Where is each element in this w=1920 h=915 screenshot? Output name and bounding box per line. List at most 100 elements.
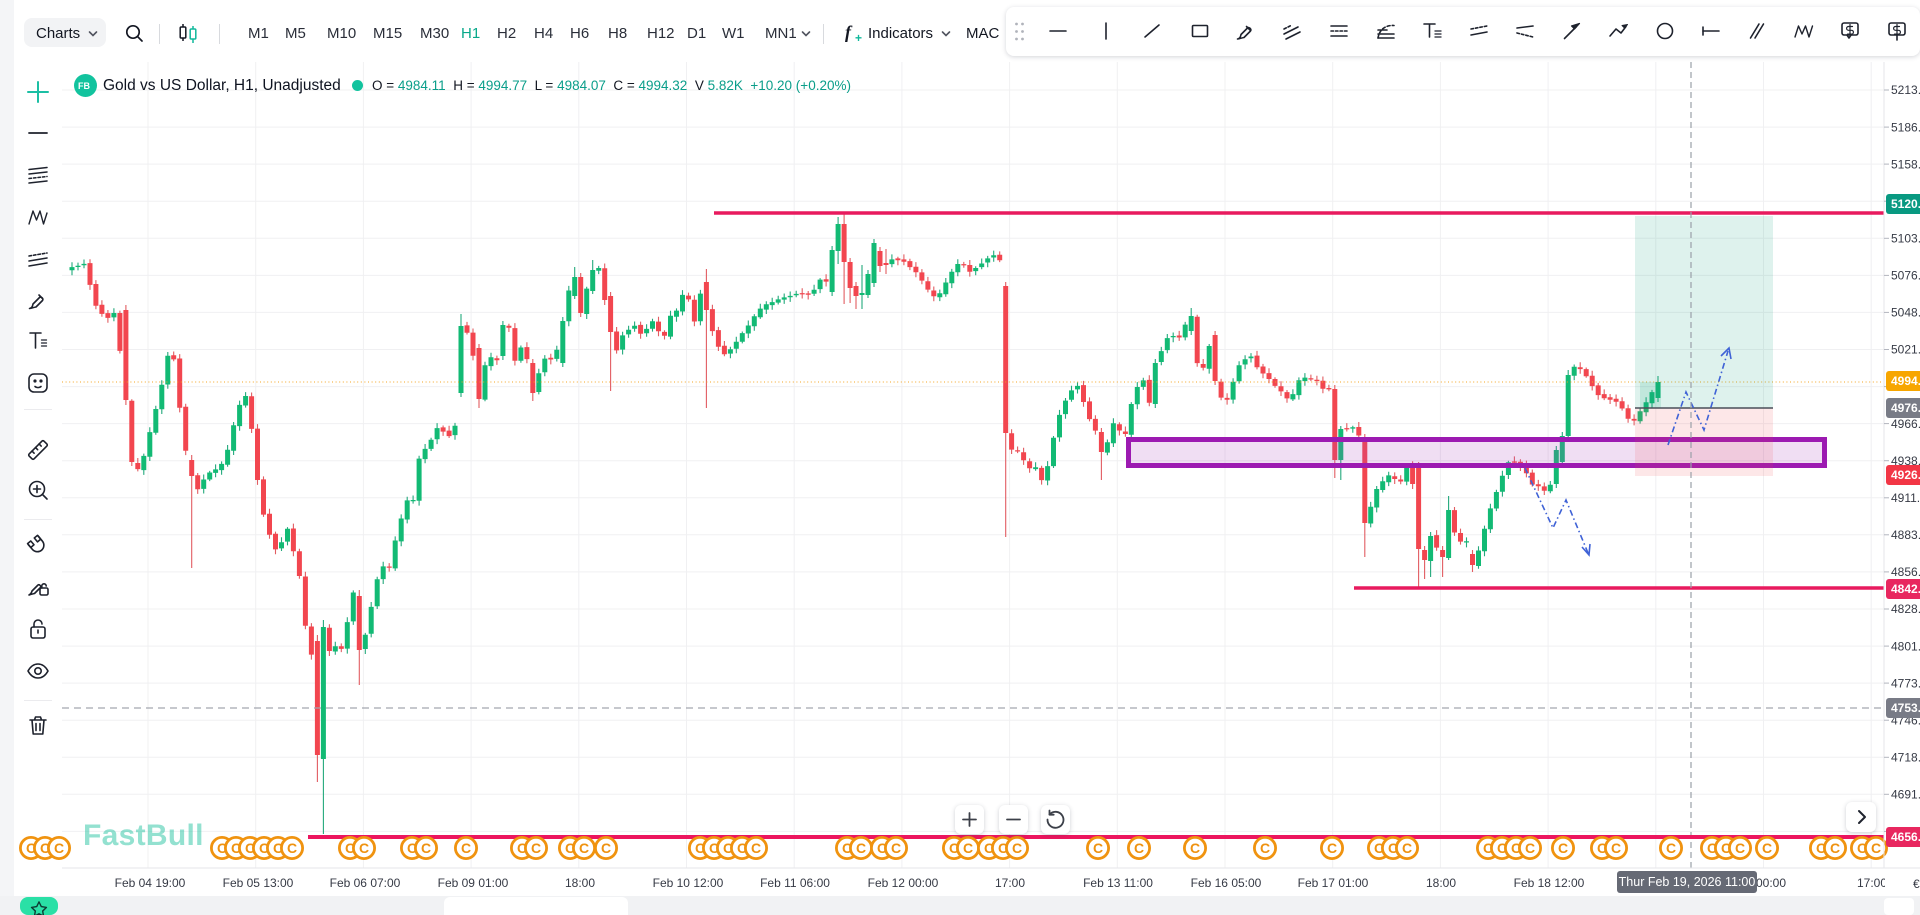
svg-text:00:00: 00:00 <box>1756 876 1786 890</box>
svg-text:Feb 10 12:00: Feb 10 12:00 <box>653 876 724 890</box>
svg-text:C: C <box>245 840 255 856</box>
svg-text:C: C <box>517 840 527 856</box>
svg-text:C: C <box>1511 840 1521 856</box>
svg-text:5021.1: 5021.1 <box>1891 343 1920 357</box>
svg-text:C: C <box>1721 840 1731 856</box>
svg-text:5213.6: 5213.6 <box>1891 83 1920 97</box>
svg-text:C: C <box>1497 840 1507 856</box>
svg-text:Feb 06 07:00: Feb 06 07:00 <box>330 876 401 890</box>
svg-text:C: C <box>1525 840 1535 856</box>
svg-text:C: C <box>421 840 431 856</box>
svg-text:C: C <box>601 840 611 856</box>
svg-text:Feb 18 12:00: Feb 18 12:00 <box>1514 876 1585 890</box>
svg-text:FastBull: FastBull <box>83 819 204 852</box>
svg-text:C: C <box>695 840 705 856</box>
svg-text:Feb 17 01:00: Feb 17 01:00 <box>1298 876 1369 890</box>
svg-text:C: C <box>273 840 283 856</box>
svg-text:C: C <box>217 840 227 856</box>
svg-text:C: C <box>1558 840 1568 856</box>
svg-text:17:00: 17:00 <box>1857 876 1887 890</box>
svg-text:18:00: 18:00 <box>565 876 595 890</box>
svg-text:4938.6: 4938.6 <box>1891 454 1920 468</box>
svg-text:C: C <box>1735 840 1745 856</box>
svg-text:C: C <box>579 840 589 856</box>
svg-text:C: C <box>949 840 959 856</box>
svg-text:C: C <box>751 840 761 856</box>
svg-text:C: C <box>856 840 866 856</box>
svg-text:C: C <box>531 840 541 856</box>
svg-text:C: C <box>54 840 64 856</box>
svg-text:C: C <box>723 840 733 856</box>
svg-text:Feb 11 06:00: Feb 11 06:00 <box>760 876 830 890</box>
svg-text:Feb 09 01:00: Feb 09 01:00 <box>438 876 509 890</box>
svg-text:4691.1: 4691.1 <box>1891 788 1920 802</box>
svg-text:C: C <box>1857 840 1867 856</box>
svg-text:C: C <box>40 840 50 856</box>
svg-text:C: C <box>1483 840 1493 856</box>
svg-text:18:00: 18:00 <box>1426 876 1456 890</box>
svg-text:5048.6: 5048.6 <box>1891 306 1920 320</box>
svg-text:4718.6: 4718.6 <box>1891 751 1920 765</box>
svg-text:5158.6: 5158.6 <box>1891 157 1920 171</box>
svg-text:C: C <box>1816 840 1826 856</box>
svg-text:C: C <box>259 840 269 856</box>
svg-text:C: C <box>407 840 417 856</box>
svg-text:C: C <box>891 840 901 856</box>
svg-text:C: C <box>1830 840 1840 856</box>
svg-text:C: C <box>359 840 369 856</box>
svg-text:C: C <box>963 840 973 856</box>
svg-text:Feb 05 13:00: Feb 05 13:00 <box>223 876 294 890</box>
svg-text:4883.6: 4883.6 <box>1891 528 1920 542</box>
svg-text:4842.9: 4842.9 <box>1891 582 1920 596</box>
svg-text:C: C <box>709 840 719 856</box>
svg-text:4856.1: 4856.1 <box>1891 565 1920 579</box>
svg-text:C: C <box>1260 840 1270 856</box>
svg-text:C: C <box>345 840 355 856</box>
svg-text:C: C <box>842 840 852 856</box>
svg-text:17:00: 17:00 <box>995 876 1025 890</box>
svg-text:C: C <box>461 840 471 856</box>
svg-text:C: C <box>1012 840 1022 856</box>
svg-text:C: C <box>565 840 575 856</box>
svg-text:4966.1: 4966.1 <box>1891 417 1920 431</box>
svg-text:4926.4: 4926.4 <box>1891 468 1920 482</box>
svg-text:C: C <box>877 840 887 856</box>
svg-text:5186.1: 5186.1 <box>1891 120 1920 134</box>
svg-text:C: C <box>984 840 994 856</box>
svg-text:C: C <box>1134 840 1144 856</box>
svg-text:C: C <box>1327 840 1337 856</box>
svg-text:C: C <box>1611 840 1621 856</box>
svg-text:5076.1: 5076.1 <box>1891 269 1920 283</box>
svg-text:C: C <box>26 840 36 856</box>
svg-text:Feb 12 00:00: Feb 12 00:00 <box>868 876 939 890</box>
svg-text:C: C <box>1402 840 1412 856</box>
svg-text:4994.3: 4994.3 <box>1891 374 1920 388</box>
svg-text:C: C <box>1871 840 1881 856</box>
svg-text:C: C <box>1666 840 1676 856</box>
svg-text:4773.6: 4773.6 <box>1891 676 1920 690</box>
svg-text:€: € <box>1913 877 1920 891</box>
svg-text:C: C <box>1190 840 1200 856</box>
svg-text:4828.6: 4828.6 <box>1891 602 1920 616</box>
svg-text:4976.6: 4976.6 <box>1891 401 1920 415</box>
svg-text:C: C <box>1388 840 1398 856</box>
svg-text:C: C <box>1707 840 1717 856</box>
svg-text:C: C <box>1597 840 1607 856</box>
svg-text:5120.9: 5120.9 <box>1891 197 1920 211</box>
svg-text:Thur Feb 19, 2026 11:00: Thur Feb 19, 2026 11:00 <box>1619 875 1756 889</box>
svg-text:C: C <box>998 840 1008 856</box>
svg-text:4801.1: 4801.1 <box>1891 639 1920 653</box>
svg-text:Feb 13 11:00: Feb 13 11:00 <box>1083 876 1153 890</box>
svg-text:C: C <box>231 840 241 856</box>
svg-text:C: C <box>1762 840 1772 856</box>
svg-text:4911.1: 4911.1 <box>1891 491 1920 505</box>
svg-text:Feb 16 05:00: Feb 16 05:00 <box>1191 876 1262 890</box>
svg-text:Feb 04 19:00: Feb 04 19:00 <box>115 876 186 890</box>
svg-text:C: C <box>1093 840 1103 856</box>
svg-text:C: C <box>737 840 747 856</box>
svg-text:4656.4: 4656.4 <box>1891 830 1920 844</box>
svg-text:4753.0: 4753.0 <box>1891 701 1920 715</box>
svg-text:5103.6: 5103.6 <box>1891 232 1920 246</box>
svg-text:C: C <box>287 840 297 856</box>
svg-text:C: C <box>1374 840 1384 856</box>
